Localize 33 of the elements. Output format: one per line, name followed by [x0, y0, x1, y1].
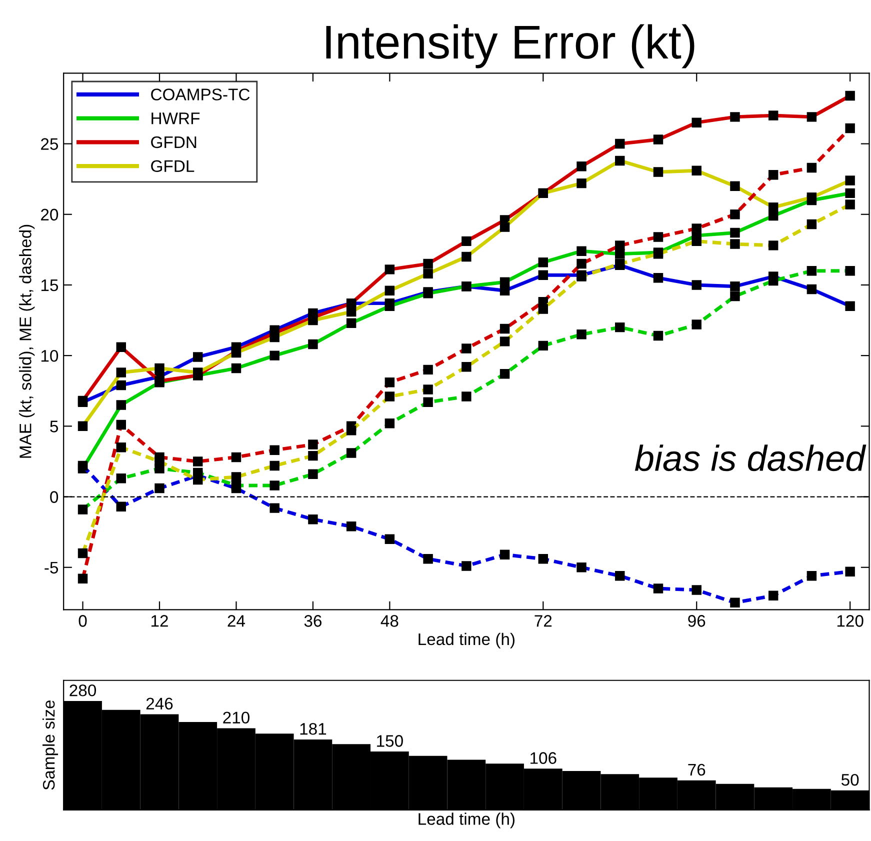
- y-tick-label: 5: [50, 420, 58, 432]
- y-axis-title: Sample size: [42, 700, 58, 790]
- y-tick-label: -5: [44, 562, 58, 574]
- x-tick-label: 72: [534, 615, 552, 627]
- x-tick-label: 12: [152, 615, 168, 627]
- x-tick-label: 48: [380, 615, 398, 627]
- data-label: 76: [688, 764, 706, 776]
- y-tick-label: 25: [41, 138, 58, 150]
- y-tick-label: 20: [41, 208, 58, 221]
- x-axis-title: Lead time (h): [418, 812, 514, 828]
- data-label: 106: [530, 752, 556, 764]
- legend-label: GFDL: [151, 160, 194, 172]
- x-tick-label: 24: [228, 615, 246, 627]
- y-axis-title: MAE (kt, solid), ME (kt, dashed): [19, 224, 35, 458]
- y-tick-label: 15: [41, 280, 58, 292]
- data-label: 150: [377, 735, 403, 747]
- x-axis-title: Lead time (h): [418, 632, 514, 648]
- annotation: bias is dashed: [634, 444, 866, 472]
- data-label: 210: [223, 712, 250, 724]
- legend-label: HWRF: [152, 112, 200, 124]
- data-label: 181: [300, 723, 326, 735]
- x-tick-label: 96: [688, 615, 706, 627]
- legend-label: COAMPS-TC: [151, 88, 250, 100]
- x-tick-label: 120: [837, 615, 864, 627]
- y-tick-label: 0: [50, 491, 58, 503]
- legend-label: GFDN: [151, 136, 196, 148]
- chart-title: Intensity Error (kt): [326, 24, 694, 68]
- data-label: 246: [146, 698, 173, 710]
- data-label: 280: [70, 684, 96, 696]
- x-tick-label: 0: [78, 615, 87, 627]
- x-tick-label: 36: [304, 615, 322, 627]
- y-tick-label: 10: [41, 350, 58, 362]
- data-label: 50: [841, 774, 859, 786]
